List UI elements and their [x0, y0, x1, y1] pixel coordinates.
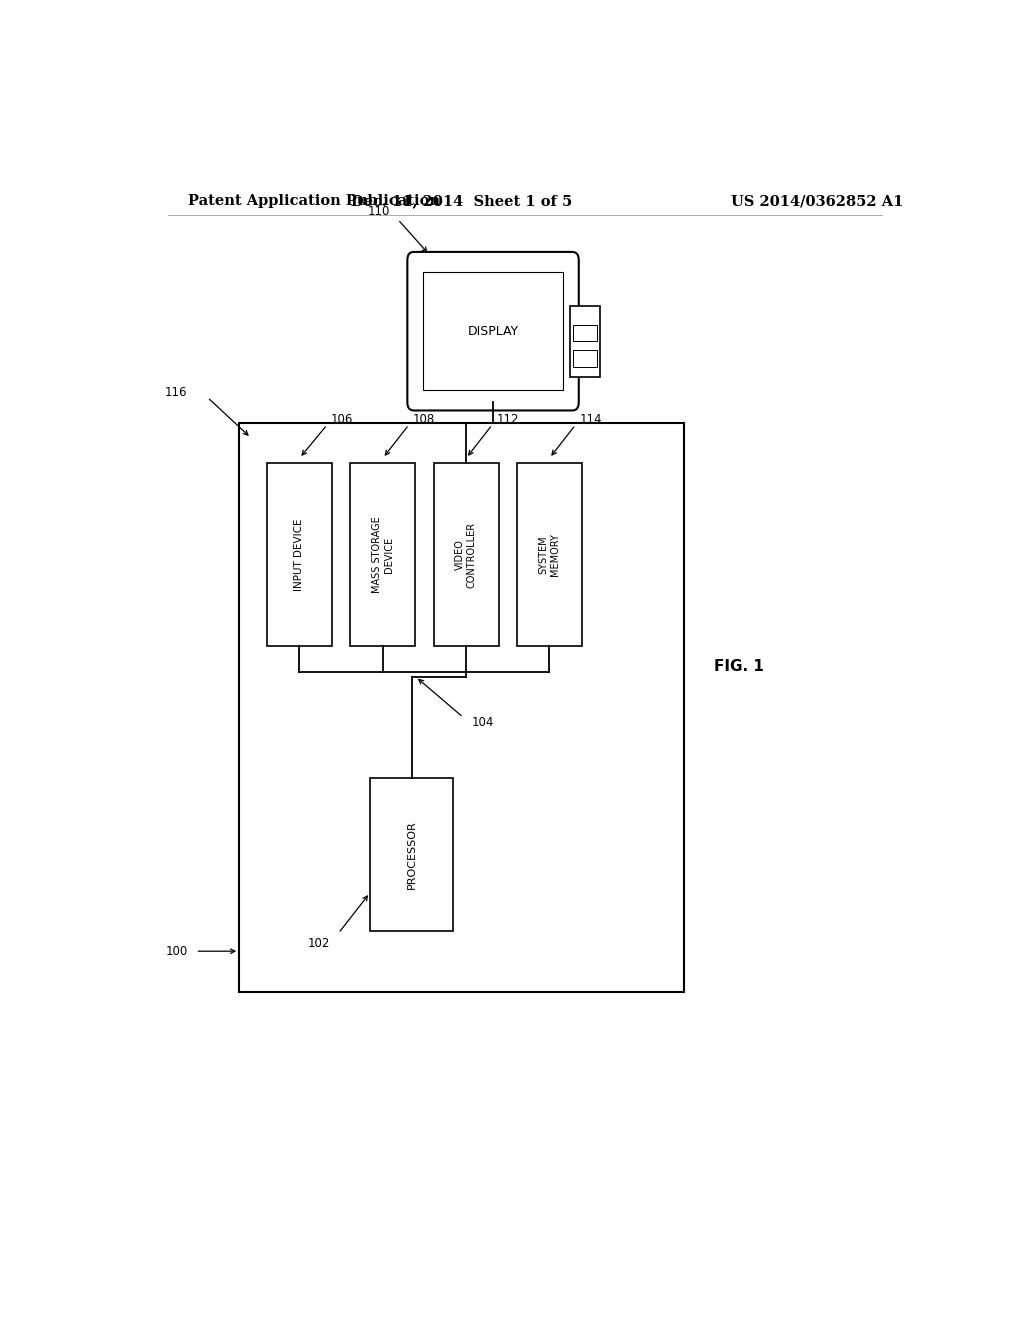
Text: PROCESSOR: PROCESSOR — [407, 820, 417, 888]
Bar — [517, 463, 582, 647]
Text: Dec. 11, 2014  Sheet 1 of 5: Dec. 11, 2014 Sheet 1 of 5 — [350, 194, 572, 209]
Bar — [267, 463, 332, 647]
Text: Patent Application Publication: Patent Application Publication — [187, 194, 439, 209]
Text: 114: 114 — [580, 413, 602, 426]
FancyBboxPatch shape — [408, 252, 579, 411]
Text: INPUT DEVICE: INPUT DEVICE — [295, 519, 304, 591]
Text: VIDEO
CONTROLLER: VIDEO CONTROLLER — [456, 521, 477, 587]
Bar — [573, 325, 597, 342]
Text: 106: 106 — [331, 413, 353, 426]
Bar — [370, 779, 454, 931]
Bar — [433, 463, 499, 647]
Text: FIG. 1: FIG. 1 — [714, 659, 764, 675]
Bar — [570, 306, 600, 378]
Text: 100: 100 — [165, 945, 187, 958]
Text: 110: 110 — [368, 205, 390, 218]
Text: 104: 104 — [471, 715, 494, 729]
Text: 116: 116 — [165, 385, 187, 399]
Bar — [350, 463, 416, 647]
Text: 112: 112 — [497, 413, 519, 426]
Text: 108: 108 — [413, 413, 435, 426]
Text: MASS STORAGE
DEVICE: MASS STORAGE DEVICE — [372, 516, 393, 593]
Bar — [573, 351, 597, 367]
Text: US 2014/0362852 A1: US 2014/0362852 A1 — [731, 194, 903, 209]
Text: SYSTEM
MEMORY: SYSTEM MEMORY — [539, 533, 560, 577]
Bar — [240, 422, 684, 991]
Text: 102: 102 — [308, 937, 331, 950]
Bar — [423, 272, 563, 391]
Text: DISPLAY: DISPLAY — [468, 325, 518, 338]
